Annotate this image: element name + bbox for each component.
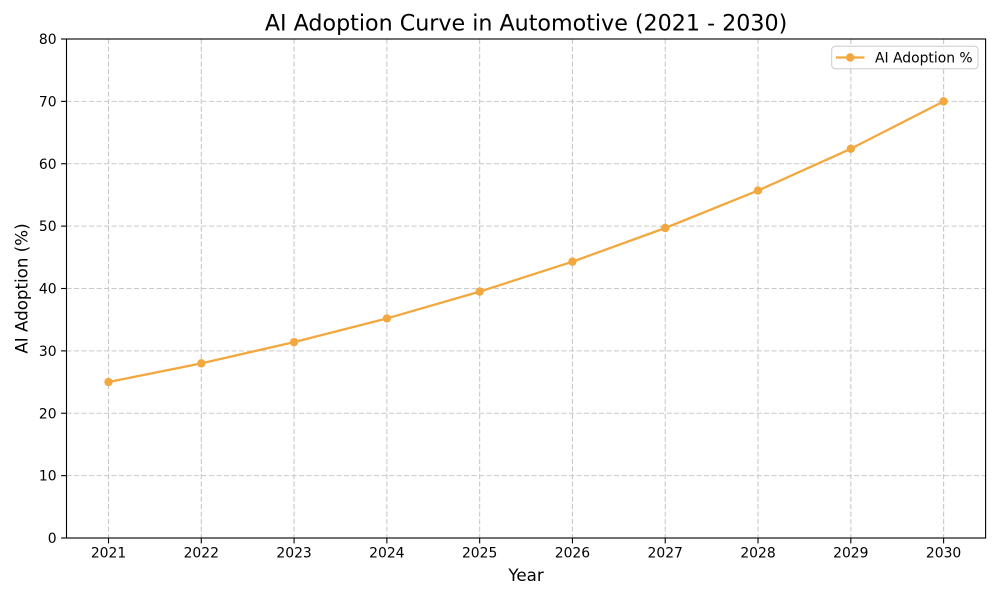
y-tick-label: 10 [39,469,57,485]
legend: AI Adoption % [831,45,979,70]
data-point [104,377,113,387]
x-axis-label: Year [507,565,543,585]
y-tick-label: 50 [39,219,57,235]
data-point [846,144,856,153]
y-tick-label: 0 [48,531,57,547]
y-tick-label: 60 [39,157,57,173]
x-tick-label: 2025 [462,546,497,562]
y-tick-label: 70 [39,94,57,110]
plot-area-border [65,38,987,539]
grid-layer [66,39,986,538]
x-tick-label: 2029 [833,546,868,562]
data-point [197,359,206,368]
x-tick-label: 2022 [184,546,219,562]
series-layer [104,97,948,387]
y-tick-label: 40 [39,282,57,298]
chart-title: AI Adoption Curve in Automotive (2021 - … [265,11,787,37]
data-point [382,314,392,323]
x-tick-label: 2028 [740,546,775,562]
data-point [568,257,577,266]
y-axis-label: AI Adoption (%) [12,223,32,353]
x-tick-label: 2030 [926,546,961,562]
data-point [661,223,670,233]
legend-box [831,45,979,70]
data-point [475,287,484,296]
tick-layer [61,38,945,544]
data-point [289,337,299,347]
y-tick-label: 80 [39,32,57,48]
y-tick-label: 20 [39,406,57,422]
x-tick-label: 2027 [648,546,683,562]
x-tick-label: 2023 [276,546,311,562]
legend-label: AI Adoption % [875,51,973,67]
x-tick-label: 2024 [369,546,405,562]
x-tick-label: 2021 [91,546,126,562]
data-point [753,186,763,195]
x-tick-label: 2026 [555,546,590,562]
y-tick-label: 30 [39,344,57,360]
tick-label-layer: 2021 2022 2023 2024 2025 2026 2027 2028 2029 2030… [39,32,961,562]
legend-sample-marker [846,53,855,62]
data-point [939,97,948,106]
series-line [107,100,945,384]
